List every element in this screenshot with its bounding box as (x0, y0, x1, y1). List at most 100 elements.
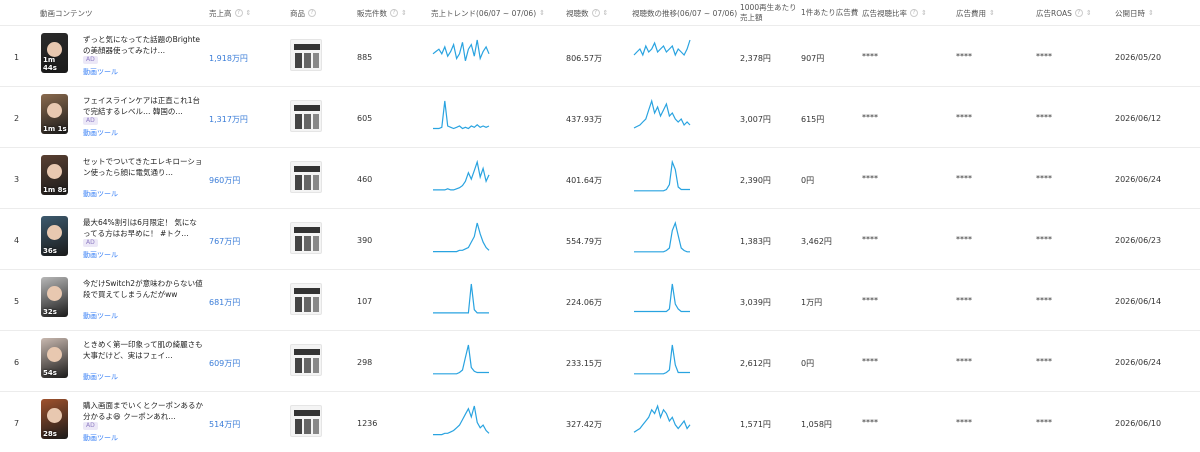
product-image[interactable] (290, 283, 322, 315)
sales-trend-sparkline (431, 38, 491, 72)
video-thumbnail[interactable]: 28s (41, 399, 68, 439)
sort-icon[interactable]: ⇕ (401, 9, 407, 17)
video-tool-link[interactable]: 動画ツール (83, 129, 118, 137)
header-sales[interactable]: 売上高? ⇕ (209, 8, 252, 18)
ad-cost-per-item: 3,462円 (801, 237, 832, 246)
header-trend[interactable]: 売上トレンド(06/07 ~ 07/06) ⇕ (431, 8, 546, 18)
table-row[interactable]: 3 1m 8s セットでついてきたエレキローション使ったら顔に電気通り… 動画ツ… (0, 148, 1200, 209)
sales-amount[interactable]: 960万円 (209, 176, 241, 185)
ad-badge: AD (83, 422, 98, 430)
video-tool-link[interactable]: 動画ツール (83, 312, 118, 320)
video-title[interactable]: 最大64%割引は6月限定！ 気になってる方はお早めに！ #トク… (83, 218, 197, 238)
video-title[interactable]: ときめく第一印象って肌の綺麗さも大事だけど、実はフェイ… (83, 340, 203, 360)
header-ad-roas[interactable]: 広告ROAS? ⇕ (1036, 8, 1092, 18)
sort-icon[interactable]: ⇕ (1085, 9, 1092, 17)
sparkline-path (432, 39, 490, 61)
view-count: 437.93万 (566, 115, 602, 124)
video-thumbnail[interactable]: 1m 44s (41, 33, 68, 73)
sales-trend-sparkline (431, 221, 491, 255)
view-count: 401.64万 (566, 176, 602, 185)
sold-count: 885 (357, 53, 373, 62)
sparkline-path (633, 39, 691, 57)
product-image[interactable] (290, 405, 322, 437)
video-title[interactable]: 今だけSwitch2が意味わからない値段で買えてしまうんだがww (83, 279, 203, 299)
product-image[interactable] (290, 100, 322, 132)
sparkline-path (634, 344, 690, 375)
thumbnail-face (47, 347, 62, 362)
help-icon[interactable]: ? (308, 9, 316, 17)
table-row[interactable]: 6 54s ときめく第一印象って肌の綺麗さも大事だけど、実はフェイ… 動画ツール… (0, 331, 1200, 392)
sold-count: 107 (357, 297, 373, 306)
sold-count: 605 (357, 114, 373, 123)
ad-ratio: **** (862, 296, 878, 305)
sort-icon[interactable]: ⇕ (602, 9, 609, 17)
ad-roas: **** (1036, 357, 1052, 366)
publish-date: 2026/06/10 (1115, 419, 1162, 428)
header-sold[interactable]: 販売件数? ⇕ (357, 8, 407, 18)
sort-icon[interactable]: ⇕ (245, 9, 252, 17)
table-row[interactable]: 5 32s 今だけSwitch2が意味わからない値段で買えてしまうんだがww 動… (0, 270, 1200, 331)
video-title[interactable]: フェイスラインケアは正直これ1台で完結するレベル… 韓国の… (83, 96, 201, 116)
video-thumbnail[interactable]: 32s (41, 277, 68, 317)
video-title[interactable]: 購入画面までいくとクーポンあるか分かるよ😆 クーポンあれ… (83, 401, 203, 421)
video-duration: 54s (43, 369, 57, 377)
video-tool-link[interactable]: 動画ツール (83, 373, 118, 381)
video-tool-link[interactable]: 動画ツール (83, 251, 118, 259)
sort-icon[interactable]: ⇕ (921, 9, 927, 17)
video-thumbnail[interactable]: 54s (41, 338, 68, 378)
sparkline-path (633, 99, 691, 129)
video-tool-link[interactable]: 動画ツール (83, 68, 118, 76)
sales-amount[interactable]: 767万円 (209, 237, 241, 246)
table-row[interactable]: 2 1m 1s フェイスラインケアは正直これ1台で完結するレベル… 韓国の… A… (0, 87, 1200, 148)
ad-ratio: **** (862, 113, 878, 122)
header-ad-cost[interactable]: 広告費用 ⇕ (956, 8, 995, 18)
table-header: 動画コンテンツ 売上高? ⇕ 商品? 販売件数? ⇕ 売上トレンド(06/07 ~ … (0, 0, 1200, 26)
header-view-trend: 視聴数の推移(06/07 ~ 07/06) (632, 8, 738, 18)
rank: 1 (14, 53, 20, 62)
video-thumbnail[interactable]: 36s (41, 216, 68, 256)
sort-icon[interactable]: ⇕ (539, 9, 546, 17)
sales-amount[interactable]: 514万円 (209, 420, 241, 429)
help-icon[interactable]: ? (390, 9, 398, 17)
video-title[interactable]: セットでついてきたエレキローション使ったら顔に電気通り… (83, 157, 203, 177)
sales-amount[interactable]: 1,918万円 (209, 54, 248, 63)
table-row[interactable]: 4 36s 最大64%割引は6月限定！ 気になってる方はお早めに！ #トク… A… (0, 209, 1200, 270)
table-row[interactable]: 1 1m 44s ずっと気になってた話題のBrighteの美顔器使ってみたけ… … (0, 26, 1200, 87)
product-image[interactable] (290, 344, 322, 376)
sales-trend-sparkline (431, 282, 491, 316)
sales-amount[interactable]: 609万円 (209, 359, 241, 368)
product-image[interactable] (290, 222, 322, 254)
video-thumbnail[interactable]: 1m 8s (41, 155, 68, 195)
help-icon[interactable]: ? (591, 9, 600, 17)
header-views[interactable]: 視聴数? ⇕ (566, 8, 609, 18)
video-thumbnail[interactable]: 1m 1s (41, 94, 68, 134)
view-trend-sparkline (632, 404, 692, 438)
header-ad-ratio[interactable]: 広告視聴比率? ⇕ (862, 8, 927, 18)
sparkline-path (634, 283, 690, 313)
header-published[interactable]: 公開日時 ⇕ (1115, 8, 1154, 18)
video-title[interactable]: ずっと気になってた話題のBrighteの美顔器使ってみたけ… (83, 35, 201, 55)
video-tool-link[interactable]: 動画ツール (83, 434, 118, 442)
ad-cost-per-item: 0円 (801, 176, 815, 185)
sold-count: 298 (357, 358, 373, 367)
ad-cost-per-item: 1,058円 (801, 420, 832, 429)
thumbnail-face (47, 164, 62, 179)
video-duration: 1m 44s (43, 56, 57, 72)
sort-icon[interactable]: ⇕ (989, 9, 995, 17)
help-icon[interactable]: ? (1074, 9, 1083, 17)
sparkline-path (433, 344, 489, 375)
table-row[interactable]: 7 28s 購入画面までいくとクーポンあるか分かるよ😆 クーポンあれ… AD 動… (0, 392, 1200, 452)
rev-per-1000: 3,007円 (740, 115, 771, 124)
sales-amount[interactable]: 681万円 (209, 298, 241, 307)
product-image[interactable] (290, 161, 322, 193)
sales-amount[interactable]: 1,317万円 (209, 115, 248, 124)
ad-ratio: **** (862, 418, 878, 427)
publish-date: 2026/06/23 (1115, 236, 1162, 245)
sparkline-path (433, 160, 490, 191)
help-icon[interactable]: ? (910, 9, 918, 17)
sort-icon[interactable]: ⇕ (1148, 9, 1154, 17)
thumbnail-face (47, 408, 62, 423)
video-tool-link[interactable]: 動画ツール (83, 190, 118, 198)
help-icon[interactable]: ? (234, 9, 243, 17)
product-image[interactable] (290, 39, 322, 71)
